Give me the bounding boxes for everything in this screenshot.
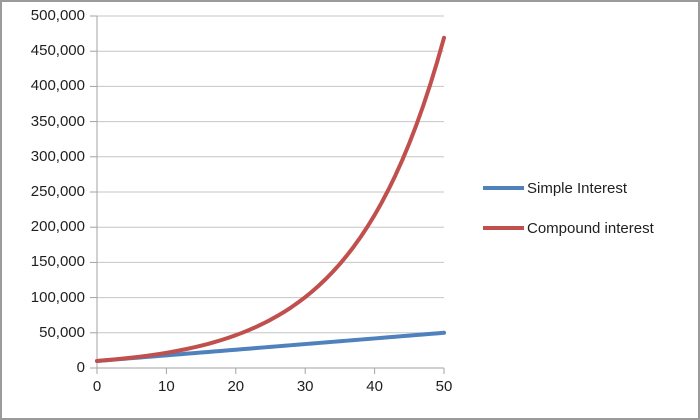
x-axis-tick-label: 10 (158, 378, 175, 395)
legend: Simple Interest Compound interest (483, 178, 654, 258)
x-axis-tick-label: 20 (227, 378, 245, 395)
y-axis-tick-label: 200,000 (30, 218, 85, 236)
y-axis-tick-label: 500,000 (30, 7, 85, 24)
y-axis-tick-label: 50,000 (39, 323, 85, 341)
y-axis-tick-label: 250,000 (30, 183, 85, 200)
compound-interest-line (95, 35, 446, 363)
legend-item: Compound interest (483, 218, 654, 238)
legend-swatch-simple-interest (483, 186, 524, 190)
y-axis-tick-label: 450,000 (30, 42, 85, 60)
x-axis-tick-label: 0 (92, 378, 102, 395)
y-axis-tick-label: 150,000 (30, 253, 85, 271)
x-axis-tick-label: 40 (366, 378, 383, 395)
x-axis-tick-label: 50 (435, 378, 453, 395)
y-axis-tick-label: 400,000 (30, 77, 85, 95)
legend-swatch-compound-interest (483, 226, 524, 230)
y-axis-tick-label: 300,000 (30, 147, 85, 165)
y-axis-tick-label: 100,000 (30, 288, 85, 306)
legend-label: Simple Interest (527, 179, 628, 197)
legend-label: Compound interest (527, 219, 654, 237)
y-axis-tick-label: 0 (76, 359, 85, 376)
y-axis-tick-label: 350,000 (30, 112, 85, 130)
x-axis-tick-label: 30 (296, 378, 314, 395)
legend-item: Simple Interest (483, 178, 654, 198)
